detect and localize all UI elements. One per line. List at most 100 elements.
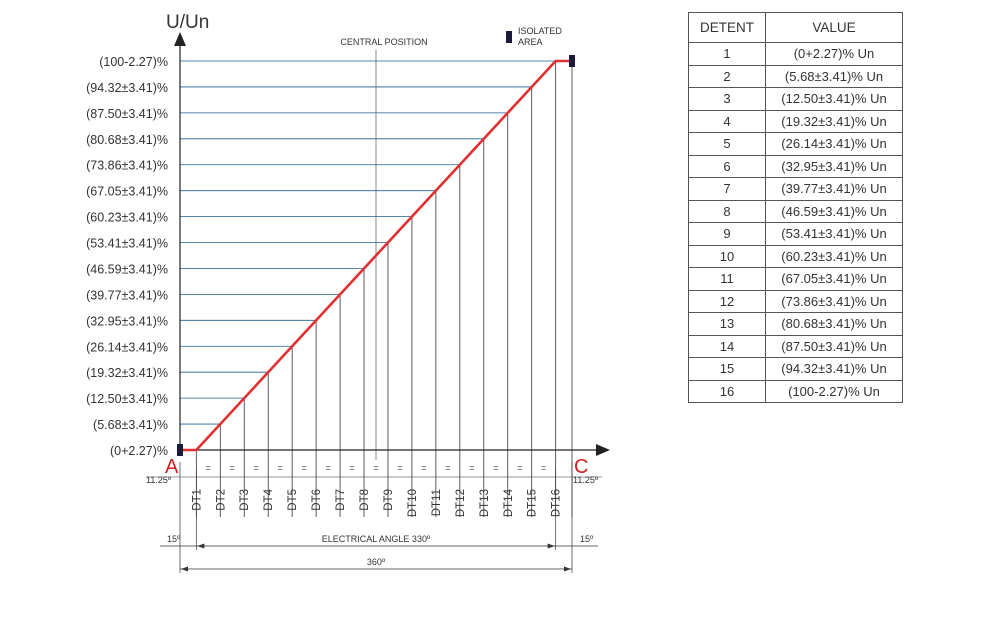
dim-arrow (547, 543, 555, 549)
table-row: 13 (80.68±3.41)% Un (688, 312, 903, 336)
x-axis-arrow (596, 444, 610, 456)
detent-cell: 3 (688, 87, 766, 111)
y-tick-label: (26.14±3.41)% (86, 340, 168, 354)
x-tick-label: DT2 (215, 489, 227, 511)
y-tick-label: (87.50±3.41)% (86, 107, 168, 121)
detent-cell: 13 (688, 312, 766, 336)
y-tick-label: (60.23±3.41)% (86, 211, 168, 225)
equal-mark: = (302, 463, 307, 473)
x-tick-label: DT11 (431, 489, 443, 516)
equal-mark: = (517, 463, 522, 473)
table-row: 2 (5.68±3.41)% Un (688, 64, 903, 88)
detent-cell: 12 (688, 289, 766, 313)
isolated-area-legend-marker (506, 31, 512, 43)
y-tick-label: (39.77±3.41)% (86, 288, 168, 302)
table-row: 3 (12.50±3.41)% Un (688, 87, 903, 111)
isolated-marker-a (177, 444, 183, 456)
equal-mark: = (254, 463, 259, 473)
value-cell: (53.41±3.41)% Un (765, 222, 903, 246)
detent-cell: 6 (688, 154, 766, 178)
x-tick-label: DT8 (359, 489, 371, 511)
right-angle-label: 11.25º (573, 475, 599, 485)
y-tick-label: (73.86±3.41)% (86, 159, 168, 173)
detent-cell: 10 (688, 244, 766, 268)
table-row: 16 (100-2.27)% Un (688, 379, 903, 403)
x-tick-label: DT15 (527, 489, 539, 517)
y-tick-label: (67.05±3.41)% (86, 185, 168, 199)
detent-cell: 16 (688, 379, 766, 403)
table-row: 8 (46.59±3.41)% Un (688, 199, 903, 223)
header-detent: DETENT (688, 12, 766, 43)
dim-arrow (564, 566, 571, 572)
equal-mark: = (541, 463, 546, 473)
y-tick-label: (53.41±3.41)% (86, 237, 168, 251)
y-tick-label: (80.68±3.41)% (86, 133, 168, 147)
table-row: 10 (60.23±3.41)% Un (688, 244, 903, 268)
table-row: 1 (0+2.27)% Un (688, 42, 903, 66)
detent-cell: 1 (688, 42, 766, 66)
value-cell: (60.23±3.41)% Un (765, 244, 903, 268)
y-tick-label: (0+2.27)% (110, 444, 168, 458)
detent-cell: 15 (688, 357, 766, 381)
point-c-label: C (574, 456, 588, 478)
value-cell: (12.50±3.41)% Un (765, 87, 903, 111)
x-tick-label: DT4 (263, 488, 275, 510)
isolated-area-label: ISOLATED AREA (518, 26, 562, 47)
value-cell: (0+2.27)% Un (765, 42, 903, 66)
table-row: 7 (39.77±3.41)% Un (688, 177, 903, 201)
header-value: VALUE (765, 12, 903, 43)
table-row: 6 (32.95±3.41)% Un (688, 154, 903, 178)
y-axis-arrow (174, 32, 186, 46)
detent-chart: CENTRAL POSITION U/Un (0+2.27)% (5.68±3.41)… (86, 12, 610, 573)
y-tick-label: (32.95±3.41)% (86, 314, 168, 328)
equal-mark: = (325, 463, 330, 473)
equal-mark: = (278, 463, 283, 473)
isolated-marker-c (569, 55, 575, 67)
table-row: 12 (73.86±3.41)% Un (688, 289, 903, 313)
y-tick-label: (46.59±3.41)% (86, 262, 168, 276)
value-cell: (80.68±3.41)% Un (765, 312, 903, 336)
detent-cell: 9 (688, 222, 766, 246)
detent-cell: 8 (688, 199, 766, 223)
y-tick-label: (12.50±3.41)% (86, 392, 168, 406)
table-row: 15 (94.32±3.41)% Un (688, 357, 903, 381)
value-cell: (94.32±3.41)% Un (765, 357, 903, 381)
x-tick-label: DT9 (383, 489, 395, 511)
dim-right-label: 15º (580, 534, 594, 544)
dim-left-label: 15º (167, 534, 181, 544)
equal-mark: = (373, 463, 378, 473)
y-tick-label: (19.32±3.41)% (86, 366, 168, 380)
equal-mark: = (421, 463, 426, 473)
detent-cell: 7 (688, 177, 766, 201)
x-tick-label: DT14 (503, 488, 515, 517)
x-tick-label: DT6 (311, 489, 323, 511)
detent-value-table: DETENT VALUE 1 (0+2.27)% Un 2 (5.68±3.41)% … (688, 12, 903, 403)
red-line-series (180, 59, 572, 452)
left-angle-label: 11.25º (146, 475, 172, 485)
y-tick-label: (5.68±3.41)% (93, 418, 168, 432)
table-row: 9 (53.41±3.41)% Un (688, 222, 903, 246)
x-tick-label: DT13 (479, 489, 491, 517)
equal-mark: = (445, 463, 450, 473)
y-tick-label: (100-2.27)% (99, 55, 168, 69)
dim-arrow (197, 543, 205, 549)
value-cell: (32.95±3.41)% Un (765, 154, 903, 178)
table-row: 14 (87.50±3.41)% Un (688, 334, 903, 358)
equal-mark: = (469, 463, 474, 473)
value-cell: (100-2.27)% Un (765, 379, 903, 403)
value-cell: (26.14±3.41)% Un (765, 132, 903, 156)
x-tick-label: DT3 (239, 489, 251, 511)
value-cell: (5.68±3.41)% Un (765, 64, 903, 88)
y-axis-label: U/Un (166, 12, 209, 33)
value-cell: (73.86±3.41)% Un (765, 289, 903, 313)
equal-mark: = (349, 463, 354, 473)
x-tick-label: DT16 (551, 489, 563, 517)
y-tick-label: (94.32±3.41)% (86, 81, 168, 95)
x-tick-label: DT10 (407, 489, 419, 517)
value-cell: (87.50±3.41)% Un (765, 334, 903, 358)
value-cell: (19.32±3.41)% Un (765, 109, 903, 133)
equal-mark: = (230, 463, 235, 473)
value-cell: (46.59±3.41)% Un (765, 199, 903, 223)
table-row: 11 (67.05±3.41)% Un (688, 267, 903, 291)
x-tick-label: DT12 (455, 489, 467, 517)
